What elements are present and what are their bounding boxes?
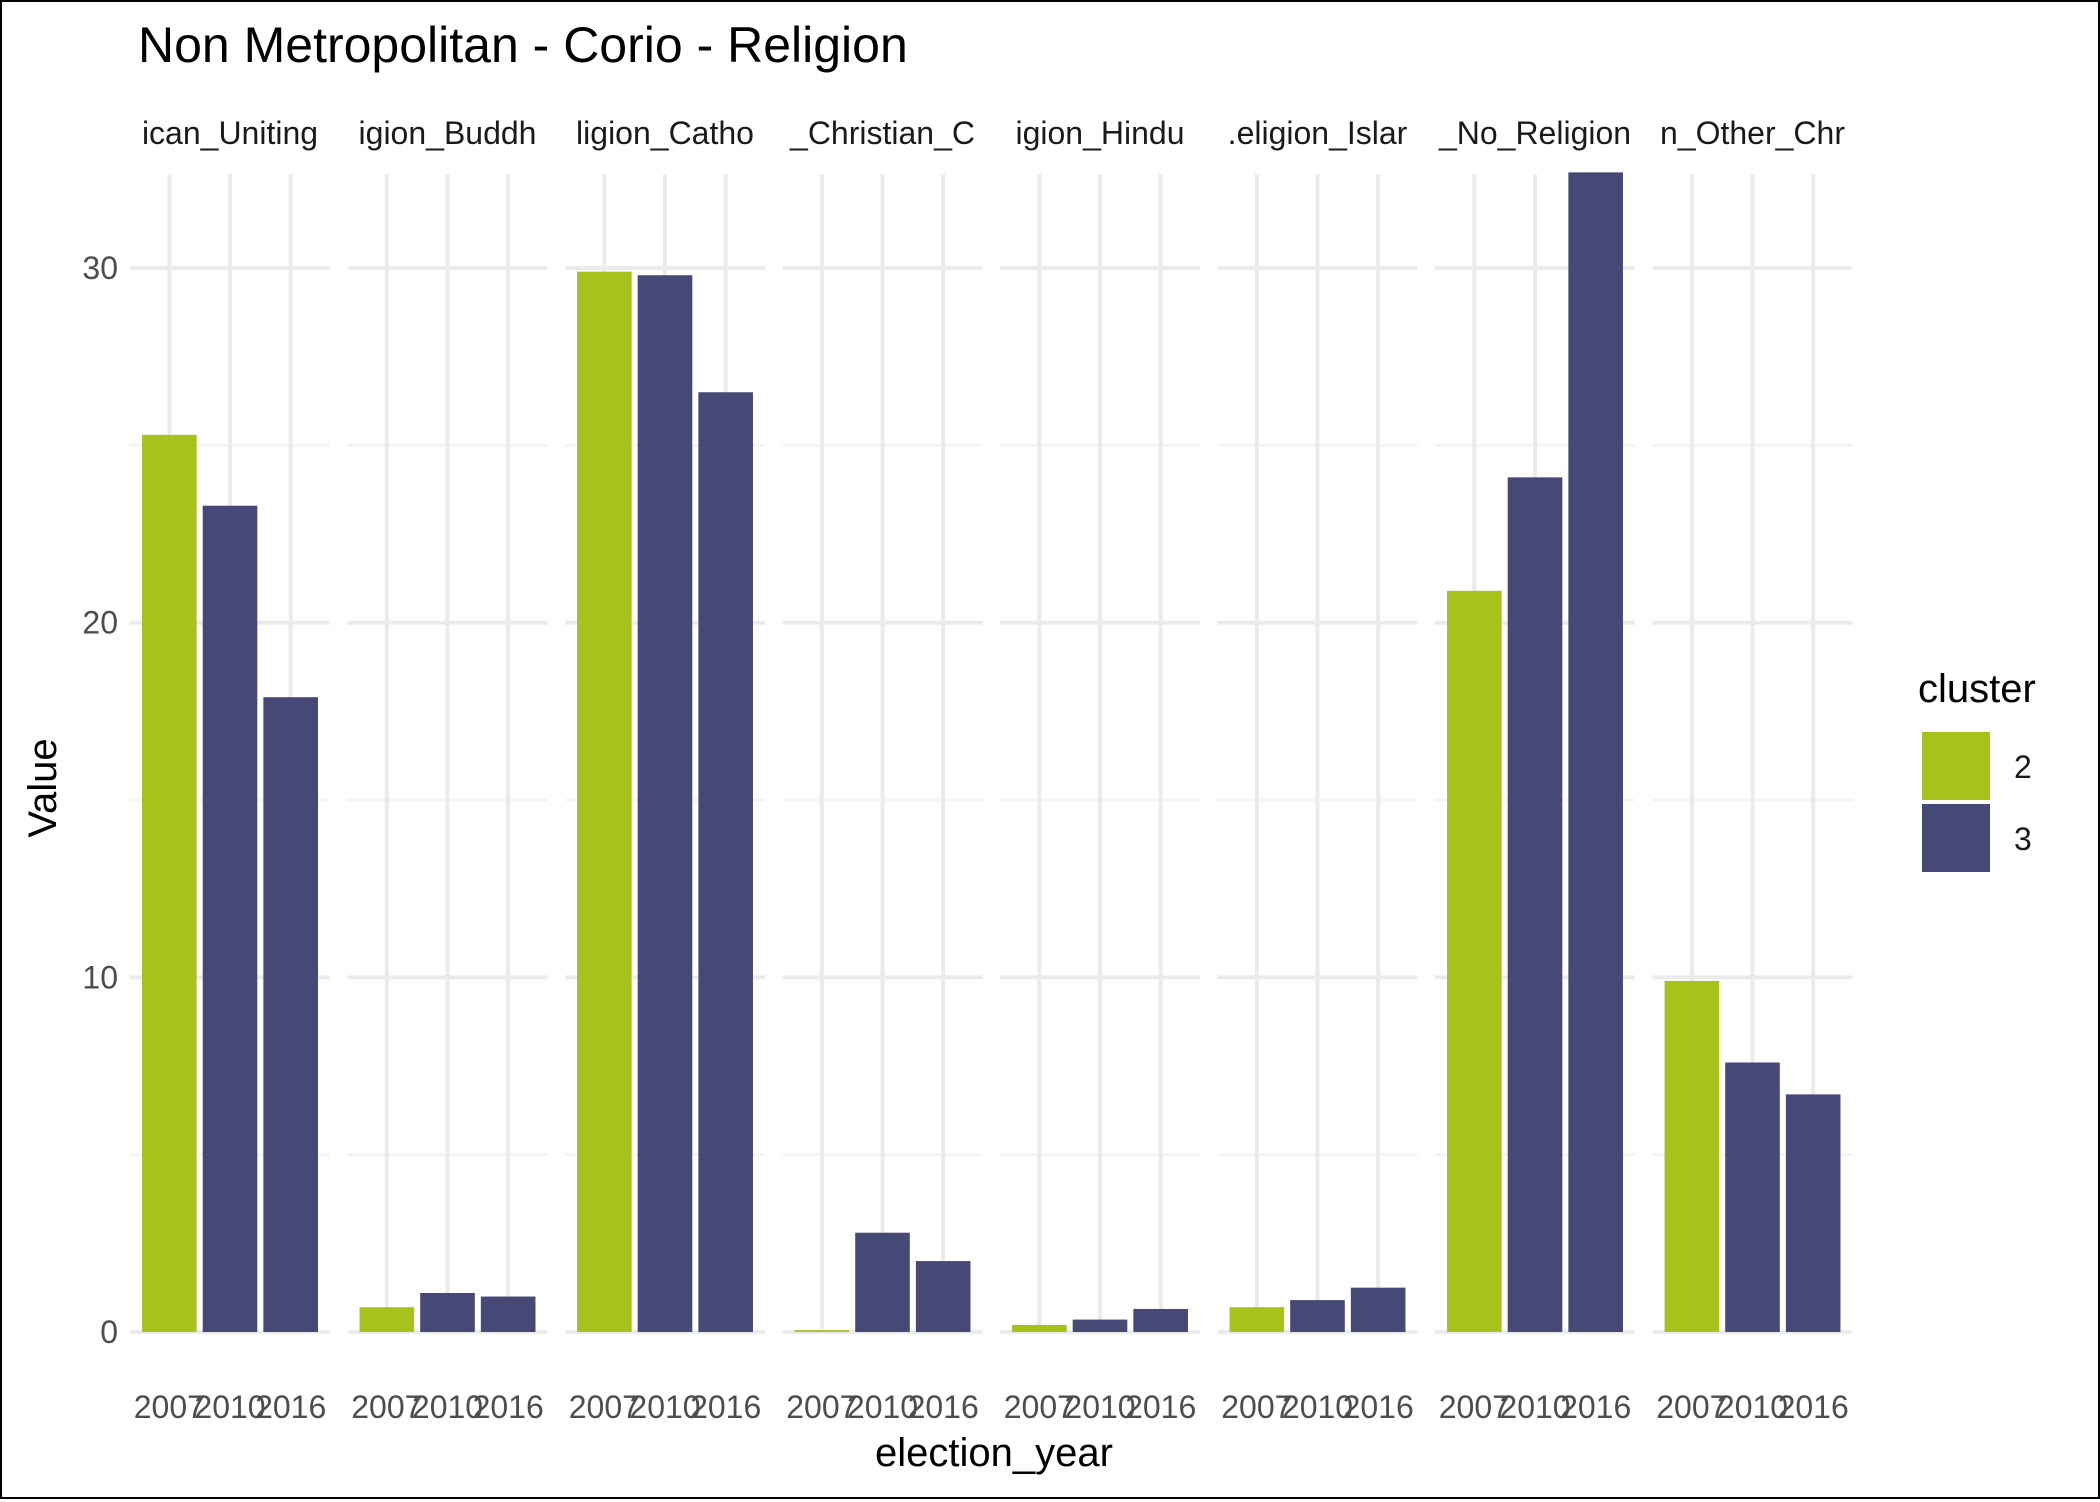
facet-strip-label: .eligion_Islar [1228,115,1408,151]
x-tick-label: 2007 [1439,1389,1510,1425]
facet-strip-label: ican_Uniting [142,115,318,151]
y-tick-label: 30 [82,250,118,286]
facet-panels: ican_Uniting200720102016igion_Buddh20072… [130,115,1853,1425]
facet-strip-label: _No_Religion [1438,115,1631,151]
x-tick-label: 2007 [1221,1389,1292,1425]
x-tick-label: 2016 [908,1389,979,1425]
x-axis-title: election_year [875,1431,1113,1475]
bar [1664,980,1720,1332]
bar [698,392,753,1333]
facet-strip-label: igion_Buddh [359,115,537,151]
x-tick-label: 2010 [1717,1389,1788,1425]
y-axis: 0 10 20 30 [82,250,118,1350]
bar [420,1292,475,1332]
x-tick-label: 2007 [569,1389,640,1425]
bar [855,1232,910,1332]
bar [915,1261,971,1332]
chart-title: Non Metropolitan - Corio - Religion [138,17,908,73]
x-tick-label: 2010 [1499,1389,1570,1425]
bar [794,1330,850,1332]
bar [1350,1287,1406,1332]
bar [1229,1307,1285,1332]
facet-strip-label: igion_Hindu [1015,115,1184,151]
x-tick-label: 2016 [473,1389,544,1425]
bar [1072,1319,1128,1332]
x-tick-label: 2007 [1004,1389,1075,1425]
bar [1568,172,1623,1333]
x-tick-label: 2016 [1125,1389,1196,1425]
facet-strip-label: n_Other_Chr [1660,115,1845,151]
legend-title: cluster [1918,667,2036,711]
x-tick-label: 2010 [847,1389,918,1425]
bar [1725,1062,1780,1332]
facet-strip-label: ligion_Catho [576,115,754,151]
x-tick-label: 2016 [1343,1389,1414,1425]
x-tick-label: 2010 [412,1389,483,1425]
bar [202,505,258,1333]
bar [1507,477,1563,1332]
bar [1012,1324,1067,1332]
x-tick-label: 2010 [194,1389,265,1425]
bar [1133,1308,1188,1332]
bar [637,275,693,1333]
x-tick-label: 2016 [1778,1389,1849,1425]
bar [577,271,632,1333]
legend-swatch [1922,804,1990,872]
bar [142,434,197,1332]
bar [359,1307,415,1332]
legend-label: 3 [2014,821,2032,857]
y-tick-label: 0 [100,1314,118,1350]
x-tick-label: 2007 [786,1389,857,1425]
legend-swatch [1922,732,1990,800]
y-tick-label: 20 [82,605,118,641]
legend: cluster 2 3 [1918,667,2036,872]
x-tick-label: 2010 [629,1389,700,1425]
bar [480,1296,536,1332]
legend-label: 2 [2014,749,2032,785]
bar [1447,590,1502,1332]
x-tick-label: 2007 [134,1389,205,1425]
x-tick-label: 2007 [1656,1389,1727,1425]
bar [1785,1094,1841,1332]
x-tick-label: 2010 [1282,1389,1353,1425]
y-tick-label: 10 [82,959,118,995]
x-tick-label: 2016 [690,1389,761,1425]
facet-strip-label: _Christian_C [789,115,975,151]
x-tick-label: 2016 [255,1389,326,1425]
x-tick-label: 2016 [1560,1389,1631,1425]
x-tick-label: 2007 [351,1389,422,1425]
bar [1290,1300,1345,1332]
x-tick-label: 2010 [1064,1389,1135,1425]
y-axis-title: Value [21,738,65,837]
bar [263,697,318,1332]
